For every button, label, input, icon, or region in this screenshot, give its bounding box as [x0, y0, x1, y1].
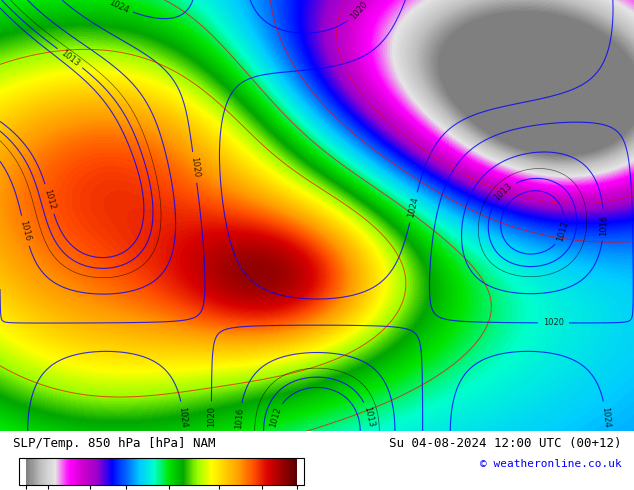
Text: 1012: 1012	[268, 406, 283, 429]
Text: 1016: 1016	[599, 214, 609, 236]
Text: Su 04-08-2024 12:00 UTC (00+12): Su 04-08-2024 12:00 UTC (00+12)	[389, 437, 621, 450]
Text: 1012: 1012	[555, 220, 570, 242]
Text: 1024: 1024	[178, 406, 188, 428]
Text: 1024: 1024	[600, 406, 611, 428]
Text: 1020: 1020	[543, 318, 564, 327]
Text: 1016: 1016	[234, 407, 245, 429]
Text: 1020: 1020	[207, 406, 216, 427]
Text: SLP/Temp. 850 hPa [hPa] NAM: SLP/Temp. 850 hPa [hPa] NAM	[13, 437, 215, 450]
Text: 1013: 1013	[362, 406, 375, 428]
Text: 1013: 1013	[59, 48, 81, 68]
Text: 1012: 1012	[42, 188, 56, 210]
Text: 1020: 1020	[189, 156, 200, 178]
Text: 1016: 1016	[18, 220, 32, 242]
Text: 1020: 1020	[349, 0, 370, 21]
Text: 1024: 1024	[406, 196, 420, 219]
Text: 1013: 1013	[493, 181, 514, 202]
Text: © weatheronline.co.uk: © weatheronline.co.uk	[479, 459, 621, 468]
Text: 1024: 1024	[107, 0, 130, 15]
